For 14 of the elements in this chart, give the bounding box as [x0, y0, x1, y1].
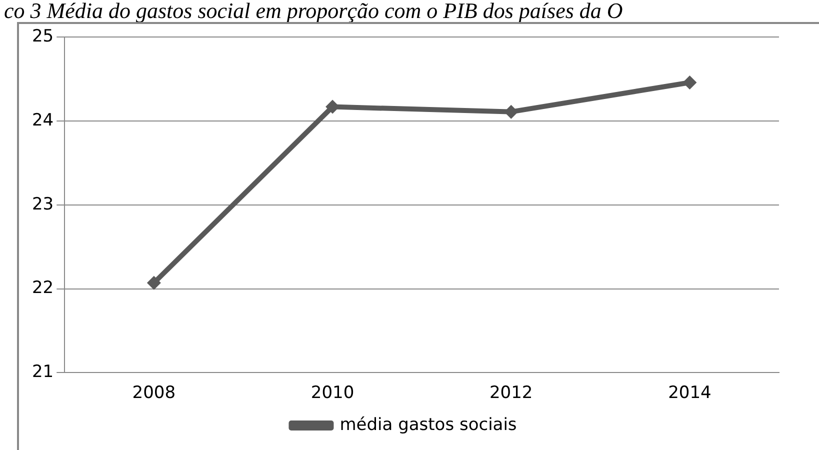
x-tick-label: 2012	[489, 383, 533, 404]
y-tick-label: 22	[32, 278, 54, 298]
y-tick-label: 25	[32, 26, 54, 47]
x-tick-label: 2010	[310, 383, 354, 404]
point	[146, 276, 161, 290]
chart-title: co 3 Média do gastos social em proporção com o PIB dos países da O	[3, 0, 624, 23]
x-tick-label: 2008	[132, 383, 176, 404]
y-tick-label: 21	[32, 362, 54, 382]
y-tick-label: 23	[32, 194, 54, 214]
point	[504, 104, 518, 119]
x-tick-label: 2014	[668, 383, 712, 404]
point	[682, 75, 697, 90]
legend-label: média gastos sociais	[340, 414, 517, 435]
y-tick-label: 24	[32, 110, 54, 130]
